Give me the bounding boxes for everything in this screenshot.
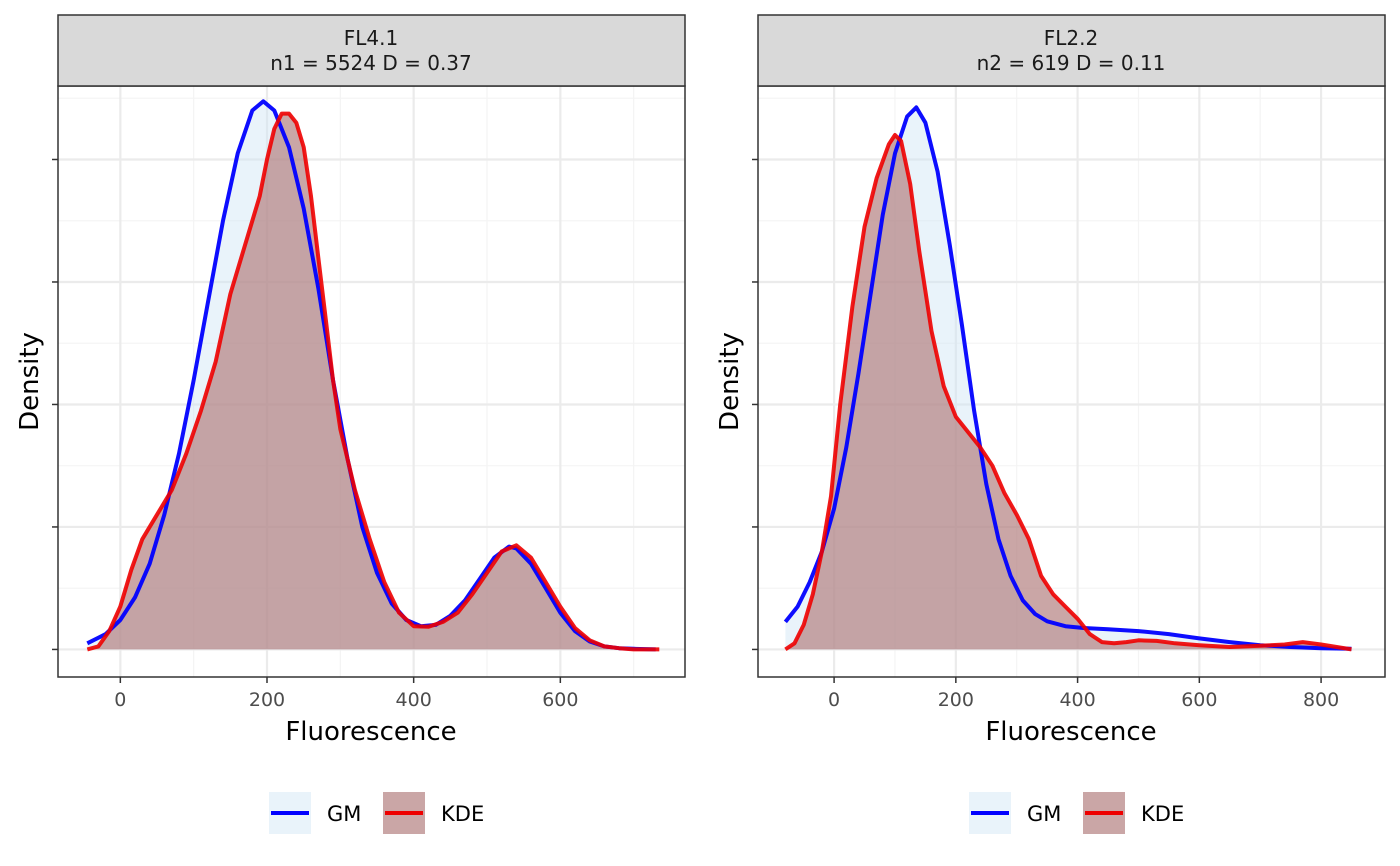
density-line-kde xyxy=(784,133,1352,652)
facet-strip-subtitle: n1 = 5524 D = 0.37 xyxy=(270,51,472,75)
x-tick-label: 400 xyxy=(1059,689,1095,711)
density-line-gm xyxy=(86,99,656,652)
density-area-kde xyxy=(87,113,660,650)
facet-strip-title: FL4.1 xyxy=(344,26,398,50)
x-tick-label: 0 xyxy=(114,689,126,711)
x-tick-label: 0 xyxy=(828,689,840,711)
y-axis-title: Density xyxy=(715,332,745,431)
panel-2: FL2.2n2 = 619 D = 0.11 0 200 400 600 800 Fluor… xyxy=(715,14,1386,834)
facet-strip-subtitle: n2 = 619 D = 0.11 xyxy=(977,51,1166,75)
x-tick-label: 600 xyxy=(542,689,578,711)
x-tick-label: 200 xyxy=(249,689,285,711)
legend-label-gm: GM xyxy=(327,802,361,826)
legend-label-gm: GM xyxy=(1027,802,1061,826)
facet-strip xyxy=(57,14,686,87)
legend: GM KDE xyxy=(269,792,484,834)
density-line-kde xyxy=(86,111,660,652)
facet-strip xyxy=(757,14,1386,87)
y-axis-title: Density xyxy=(15,332,45,431)
legend-label-kde: KDE xyxy=(441,802,484,826)
x-tick-label: 600 xyxy=(1181,689,1217,711)
x-tick-label: 400 xyxy=(396,689,432,711)
panel-1: FL4.1n1 = 5524 D = 0.37 0 200 400 600 Fluores… xyxy=(15,14,686,834)
legend-label-kde: KDE xyxy=(1141,802,1184,826)
x-tick-label: 800 xyxy=(1303,689,1339,711)
legend: GM KDE xyxy=(969,792,1184,834)
x-axis-title: Fluorescence xyxy=(985,717,1156,747)
facet-strip-title: FL2.2 xyxy=(1044,26,1098,50)
x-axis-title: Fluorescence xyxy=(285,717,456,747)
x-tick-label: 200 xyxy=(938,689,974,711)
density-area-kde xyxy=(785,135,1352,650)
